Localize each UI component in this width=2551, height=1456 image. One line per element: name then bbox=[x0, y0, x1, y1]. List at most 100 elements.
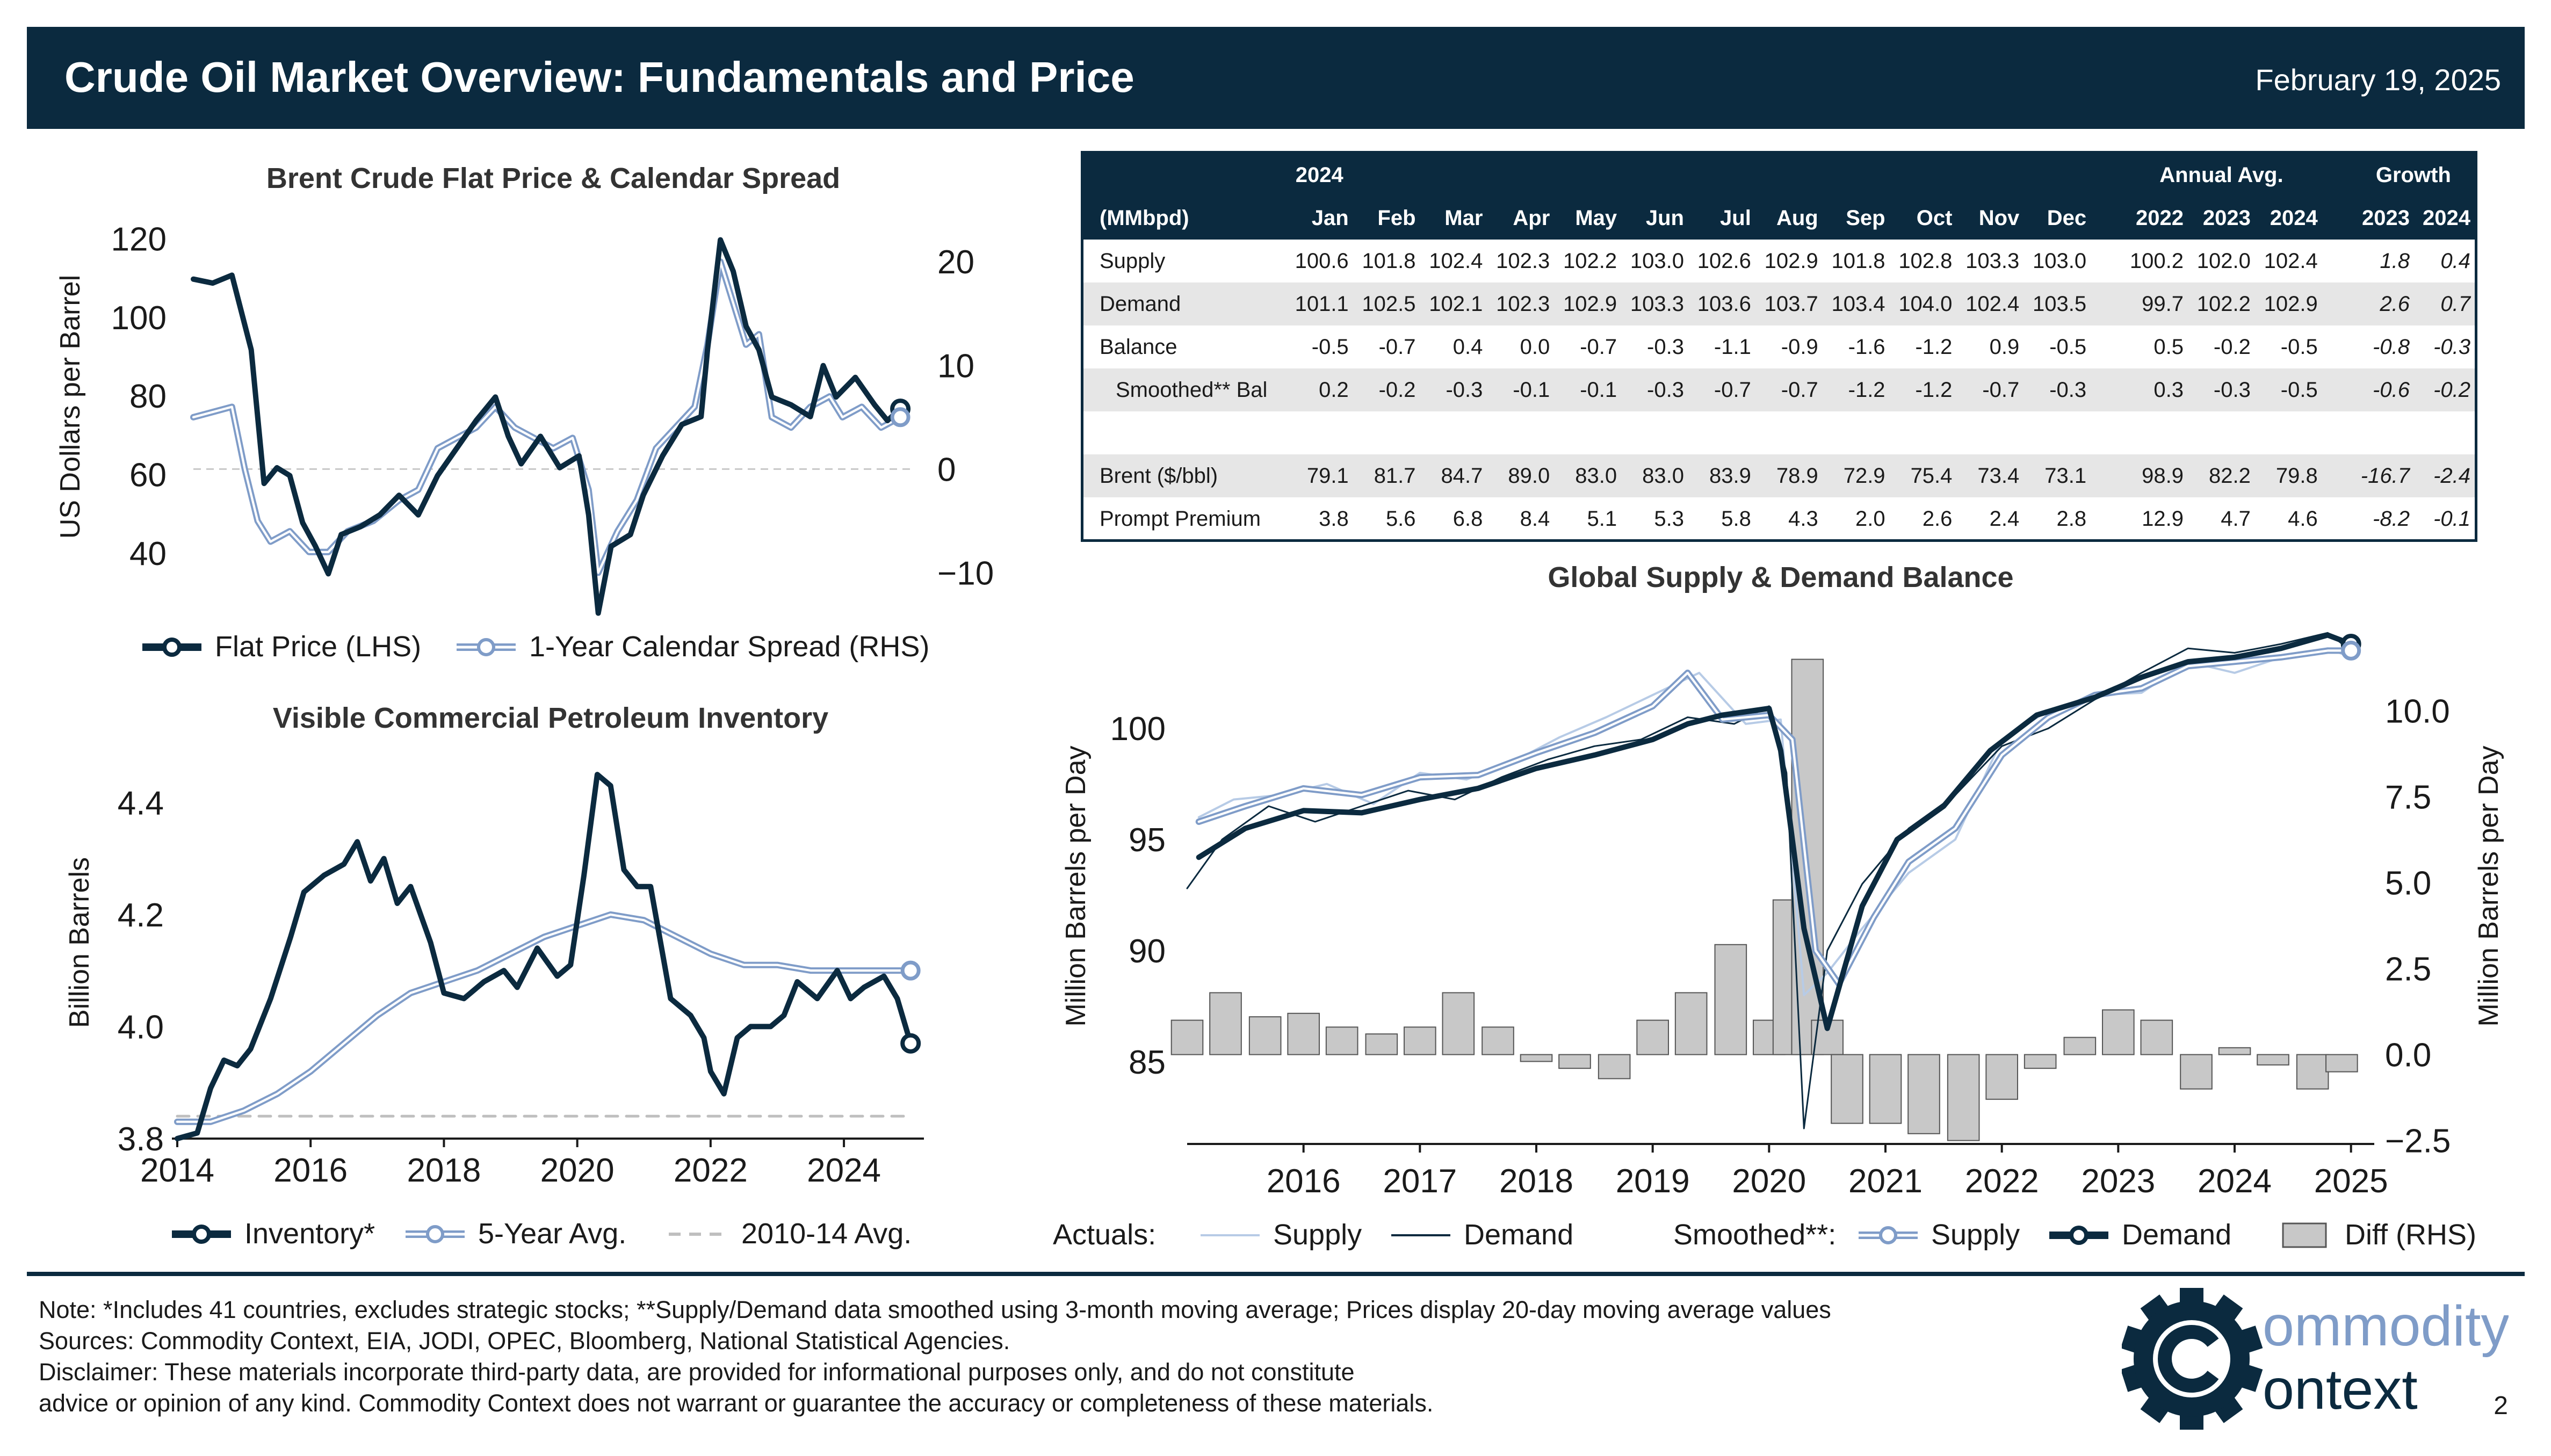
monthly-cell: 102.3 bbox=[1496, 292, 1550, 316]
balance-diff-bar bbox=[2102, 1009, 2135, 1055]
growth-year-header: 2023 bbox=[2361, 206, 2410, 230]
annual-cell: 0.3 bbox=[2153, 378, 2184, 402]
inventory-xtick: 2014 bbox=[140, 1152, 214, 1189]
annual-cell: 102.9 bbox=[2264, 292, 2318, 316]
report-date: February 19, 2025 bbox=[2255, 63, 2501, 97]
monthly-cell: 8.4 bbox=[1520, 506, 1550, 531]
inventory-title: Visible Commercial Petroleum Inventory bbox=[273, 702, 828, 734]
balance-xtick: 2024 bbox=[2198, 1163, 2272, 1200]
table-row: Demand 101.1 102.5 102.1 102.3 102.9 103.3 103.… bbox=[1083, 282, 2475, 325]
growth-cell: -0.2 bbox=[2433, 378, 2470, 402]
growth-cell: -0.8 bbox=[2373, 335, 2410, 359]
balance-supply-endpoint bbox=[2341, 640, 2361, 661]
balance-diff-bar bbox=[2180, 1054, 2213, 1090]
balance-y2label: Million Barrels per Day bbox=[2473, 745, 2504, 1026]
growth-cell: -0.1 bbox=[2433, 506, 2470, 531]
monthly-cell: 78.9 bbox=[1776, 463, 1818, 488]
fundamentals-table: 2024 Annual Avg. Growth (MMbpd) Jan Feb Ma… bbox=[1083, 154, 2475, 540]
balance-diff-bar bbox=[1404, 1026, 1436, 1055]
inventory-xtick: 2016 bbox=[273, 1152, 348, 1189]
logo-text-bottom: ontext bbox=[2263, 1358, 2418, 1421]
monthly-cell bbox=[1688, 411, 1755, 454]
spacer bbox=[2091, 197, 2121, 240]
row-label bbox=[1083, 411, 1286, 454]
growth-cell: -2.4 bbox=[2433, 463, 2470, 488]
monthly-cell: 83.9 bbox=[1709, 463, 1751, 488]
monthly-cell: 102.3 bbox=[1496, 249, 1550, 273]
inventory-line bbox=[175, 772, 914, 1141]
monthly-cell: -0.7 bbox=[1982, 378, 2020, 402]
balance-diff-bar bbox=[1482, 1026, 1514, 1055]
spacer bbox=[2322, 454, 2352, 497]
monthly-cell: 103.5 bbox=[2033, 292, 2087, 316]
monthly-cell: -0.1 bbox=[1580, 378, 1617, 402]
legend-label: 1-Year Calendar Spread (RHS) bbox=[529, 631, 929, 663]
balance-y2tick: 10.0 bbox=[2385, 693, 2450, 730]
monthly-cell bbox=[1487, 411, 1554, 454]
table-row: Balance -0.5 -0.7 0.4 0.0 -0.7 -0.3 -1.1 -0.9 -1.… bbox=[1083, 325, 2475, 368]
annual-cell: 82.2 bbox=[2209, 463, 2251, 488]
annual-cell: 12.9 bbox=[2142, 506, 2184, 531]
brent-title: Brent Crude Flat Price & Calendar Spread bbox=[266, 162, 840, 194]
spacer bbox=[2322, 282, 2352, 325]
spacer bbox=[2322, 368, 2352, 411]
balance-diff-bar bbox=[1869, 1054, 1902, 1124]
brent-ytick: 120 bbox=[111, 221, 167, 258]
monthly-cell: 102.9 bbox=[1764, 249, 1818, 273]
legend-label: Demand bbox=[1464, 1219, 1573, 1251]
spacer bbox=[2091, 411, 2121, 454]
inventory-endpoint bbox=[900, 1033, 921, 1054]
balance-diff-bar bbox=[1287, 1012, 1320, 1055]
annual-cell: 0.5 bbox=[2153, 335, 2184, 359]
monthly-cell: 73.4 bbox=[1977, 463, 2020, 488]
balance-diff-bar bbox=[2296, 1054, 2329, 1090]
balance-y2tick: 2.5 bbox=[2385, 951, 2431, 988]
balance-xtick: 2020 bbox=[1732, 1163, 1806, 1200]
fundamentals-table-frame: 2024 Annual Avg. Growth (MMbpd) Jan Feb Ma… bbox=[1081, 151, 2477, 542]
legend-marker bbox=[192, 1225, 211, 1244]
spacer bbox=[2091, 240, 2121, 282]
spacer bbox=[2091, 454, 2121, 497]
balance-xtick: 2021 bbox=[1848, 1163, 1923, 1200]
brent-y2tick: 20 bbox=[937, 244, 974, 281]
balance-diff-bar bbox=[1325, 1026, 1358, 1055]
annual-cell: -0.3 bbox=[2213, 378, 2251, 402]
brent-legend-spread: 1-Year Calendar Spread (RHS) bbox=[457, 631, 929, 663]
monthly-cell bbox=[1286, 411, 1353, 454]
monthly-cell: 102.9 bbox=[1563, 292, 1617, 316]
monthly-cell: -0.3 bbox=[2049, 378, 2087, 402]
growth-cell: 1.8 bbox=[2380, 249, 2410, 273]
table-row: Smoothed** Bal 0.2 -0.2 -0.3 -0.1 -0.1 -0.3 -0.… bbox=[1083, 368, 2475, 411]
month-header: Dec bbox=[2047, 206, 2087, 230]
growth-cell: -16.7 bbox=[2360, 463, 2410, 488]
annual-cell bbox=[2188, 411, 2255, 454]
legend-label: Supply bbox=[1931, 1219, 2020, 1251]
spacer bbox=[2322, 240, 2352, 282]
monthly-cell: -0.5 bbox=[2049, 335, 2087, 359]
monthly-cell: -0.3 bbox=[1446, 378, 1483, 402]
monthly-cell bbox=[1420, 411, 1487, 454]
monthly-cell: 103.3 bbox=[1630, 292, 1684, 316]
brent-price-line bbox=[191, 237, 904, 616]
balance-diff-bar bbox=[1520, 1054, 1553, 1062]
monthly-cell: 2.4 bbox=[1989, 506, 2020, 531]
balance-xtick: 2023 bbox=[2081, 1163, 2155, 1200]
balance-ytick: 95 bbox=[1129, 822, 1166, 859]
brent-spread-endpoint bbox=[890, 407, 910, 428]
inventory-xtick: 2024 bbox=[807, 1152, 881, 1189]
footer-notes: Note: *Includes 41 countries, excludes s… bbox=[39, 1294, 1831, 1419]
annual-year-header: 2023 bbox=[2202, 206, 2251, 230]
balance-diff-bar bbox=[2325, 1054, 2358, 1073]
growth-cell: -8.2 bbox=[2373, 506, 2410, 531]
monthly-cell: 103.7 bbox=[1764, 292, 1818, 316]
brent-ytick: 60 bbox=[129, 457, 167, 494]
annual-cell: -0.2 bbox=[2213, 335, 2251, 359]
balance-xtick: 2016 bbox=[1267, 1163, 1341, 1200]
table-row: Brent ($/bbl) 79.1 81.7 84.7 89.0 83.0 83.0 83.… bbox=[1083, 454, 2475, 497]
balance-chart: Global Supply & Demand Balance Million Ba… bbox=[1053, 561, 2504, 1251]
legend-marker bbox=[162, 638, 182, 657]
monthly-cell: 5.8 bbox=[1721, 506, 1751, 531]
inventory-ytick: 4.2 bbox=[118, 897, 164, 934]
spacer bbox=[2091, 368, 2121, 411]
balance-diff-bar bbox=[1598, 1054, 1631, 1080]
